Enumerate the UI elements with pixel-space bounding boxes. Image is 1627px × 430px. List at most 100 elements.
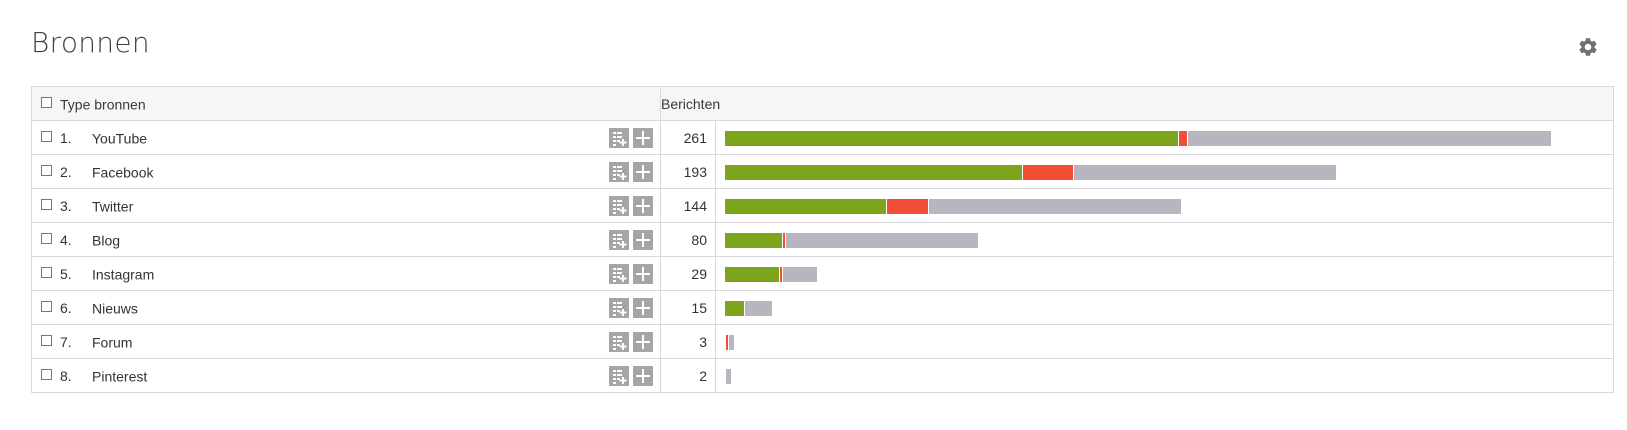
row-checkbox[interactable] [41,232,52,244]
gear-icon[interactable] [1577,36,1599,58]
bar-segment-positive [725,301,744,316]
bar-segment-neutral [725,369,732,384]
table-row: 1. YouTube 261 [31,120,1614,155]
message-count: 15 [660,290,716,325]
bar-segment-negative [781,233,786,248]
bar-segment-negative [886,199,928,214]
sentiment-bar [725,335,1551,350]
row-rank: 3. [60,198,72,215]
bar-segment-neutral [781,267,817,282]
table-row: 3. Twitter 144 [31,188,1614,223]
row-checkbox[interactable] [41,266,52,278]
bar-segment-neutral [1187,131,1551,146]
plus-icon[interactable] [633,162,653,182]
sentiment-bar [725,199,1551,214]
message-count: 29 [660,256,716,291]
row-rank: 2. [60,164,72,181]
row-checkbox[interactable] [41,198,52,210]
sentiment-bar [725,233,1551,248]
bar-segment-negative [1177,131,1188,146]
add-to-list-icon[interactable] [609,332,629,352]
table-row: 8. Pinterest 2 [31,358,1614,393]
plus-icon[interactable] [633,230,653,250]
row-rank: 8. [60,368,72,385]
row-checkbox[interactable] [41,368,52,380]
add-to-list-icon[interactable] [609,162,629,182]
bar-segment-positive [725,165,1023,180]
source-type-cell: 6. Nieuws [31,290,661,325]
sentiment-bar-cell [715,222,1614,257]
sentiment-bar [725,301,1551,316]
add-to-list-icon[interactable] [609,264,629,284]
source-type-cell: 8. Pinterest [31,358,661,393]
source-name: Facebook [92,164,154,181]
source-name: Twitter [92,198,134,215]
row-actions [605,230,653,250]
header-type: Type bronnen [31,86,661,121]
add-to-list-icon[interactable] [609,366,629,386]
bar-segment-positive [725,131,1178,146]
plus-icon[interactable] [633,298,653,318]
bar-segment-positive [725,199,887,214]
add-to-list-icon[interactable] [609,230,629,250]
row-checkbox[interactable] [41,130,52,142]
bar-segment-negative [1022,165,1074,180]
message-count: 3 [660,324,716,359]
add-to-list-icon[interactable] [609,298,629,318]
message-count: 2 [660,358,716,393]
header-messages: Berichten [660,86,1614,121]
row-rank: 1. [60,130,72,147]
bar-segment-positive [725,233,782,248]
row-rank: 5. [60,266,72,283]
sentiment-bar-cell [715,324,1614,359]
row-checkbox[interactable] [41,300,52,312]
row-checkbox[interactable] [41,334,52,346]
sentiment-bar [725,131,1551,146]
source-name: Blog [92,232,121,249]
bar-segment-positive [725,267,779,282]
sentiment-bar [725,369,1551,384]
table-row: 4. Blog 80 [31,222,1614,257]
row-actions [605,162,653,182]
bar-segment-neutral [1073,165,1336,180]
table-header-row: Type bronnen Berichten [31,86,1614,121]
sentiment-bar-cell [715,290,1614,325]
table-row: 7. Forum 3 [31,324,1614,359]
plus-icon[interactable] [633,196,653,216]
bar-segment-neutral [728,335,735,350]
table-row: 2. Facebook 193 [31,154,1614,189]
row-checkbox[interactable] [41,164,52,176]
header-type-label: Type bronnen [60,96,146,113]
sentiment-bar [725,165,1551,180]
plus-icon[interactable] [633,332,653,352]
select-all-checkbox[interactable] [41,96,52,108]
row-actions [605,298,653,318]
source-type-cell: 5. Instagram [31,256,661,291]
row-actions [605,332,653,352]
message-count: 193 [660,154,716,189]
row-actions [605,128,653,148]
source-type-cell: 3. Twitter [31,188,661,223]
source-name: Nieuws [92,300,138,317]
plus-icon[interactable] [633,128,653,148]
source-type-cell: 1. YouTube [31,120,661,155]
add-to-list-icon[interactable] [609,196,629,216]
add-to-list-icon[interactable] [609,128,629,148]
bar-segment-neutral [743,301,773,316]
bar-segment-neutral [785,233,979,248]
plus-icon[interactable] [633,366,653,386]
message-count: 261 [660,120,716,155]
row-rank: 6. [60,300,72,317]
source-type-cell: 2. Facebook [31,154,661,189]
plus-icon[interactable] [633,264,653,284]
table-row: 5. Instagram 29 [31,256,1614,291]
sentiment-bar [725,267,1551,282]
page-title: Bronnen [31,26,150,59]
source-name: YouTube [92,130,148,147]
source-name: Instagram [92,266,155,283]
sentiment-bar-cell [715,154,1614,189]
sentiment-bar-cell [715,120,1614,155]
row-actions [605,196,653,216]
bar-segment-negative [778,267,782,282]
row-actions [605,264,653,284]
